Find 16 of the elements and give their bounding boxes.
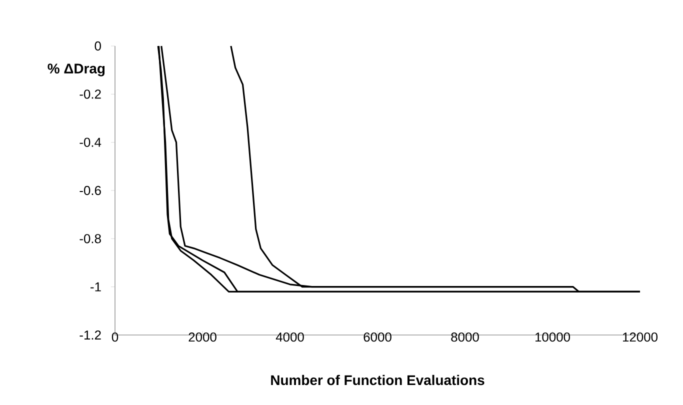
x-tick-label: 0: [112, 332, 118, 342]
x-tick-label: 12000: [622, 332, 658, 342]
x-tick-label: 4000: [276, 332, 304, 342]
x-tick-label: 6000: [364, 332, 392, 342]
y-tick-label: -1: [90, 282, 101, 292]
y-tick-label: -0.8: [80, 234, 101, 244]
y-tick-label: -0.2: [80, 90, 101, 99]
y-tick-label: -0.4: [80, 138, 102, 147]
y-tick-label: -1.2: [80, 330, 101, 340]
x-tick-label: 10000: [535, 332, 570, 342]
x-axis-title: Number of Function Evaluations: [271, 374, 484, 386]
y-tick-label: 0: [94, 41, 101, 51]
x-tick-label: 8000: [451, 332, 479, 342]
y-axis-title: % ΔDrag: [48, 64, 105, 76]
y-tick-label: -0.6: [80, 186, 101, 196]
x-tick-label: 2000: [188, 332, 216, 342]
